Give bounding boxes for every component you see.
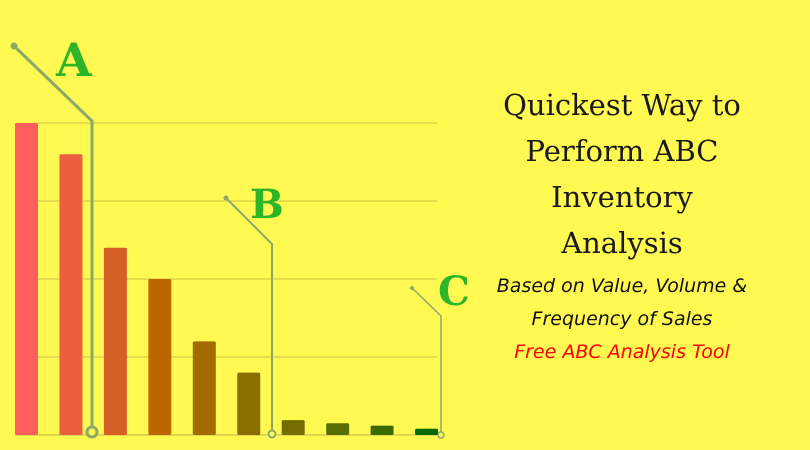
bar: [192, 341, 216, 435]
callout-ring: [267, 429, 277, 439]
title-line: Inventory: [551, 180, 693, 214]
subtitle: Based on Value, Volume & Frequency of Sa…: [452, 270, 792, 369]
subtitle-line: Based on Value, Volume &: [496, 275, 748, 297]
callout-line: [12, 44, 94, 432]
callout-ring: [437, 431, 445, 439]
bar: [15, 123, 38, 435]
bar: [103, 247, 127, 435]
bar: [237, 372, 261, 435]
callout-line: [411, 287, 442, 435]
tool-link-text: Free ABC Analysis Tool: [514, 341, 730, 363]
subtitle-line: Frequency of Sales: [531, 308, 713, 330]
title-line: Quickest Way to: [503, 88, 741, 122]
page-title: Quickest Way to Perform ABC Inventory An…: [452, 82, 792, 266]
title-line: Perform ABC: [525, 134, 719, 168]
bar: [415, 428, 439, 435]
bar: [59, 154, 83, 435]
bar: [370, 425, 394, 435]
bar: [281, 420, 305, 435]
group-label: A: [55, 33, 93, 87]
group-label: B: [250, 181, 284, 228]
callout-line: [225, 197, 273, 434]
title-line: Analysis: [561, 226, 683, 260]
bar: [326, 423, 350, 435]
bar: [148, 279, 172, 435]
group-label: C: [438, 268, 470, 315]
callout-ring: [85, 425, 99, 439]
